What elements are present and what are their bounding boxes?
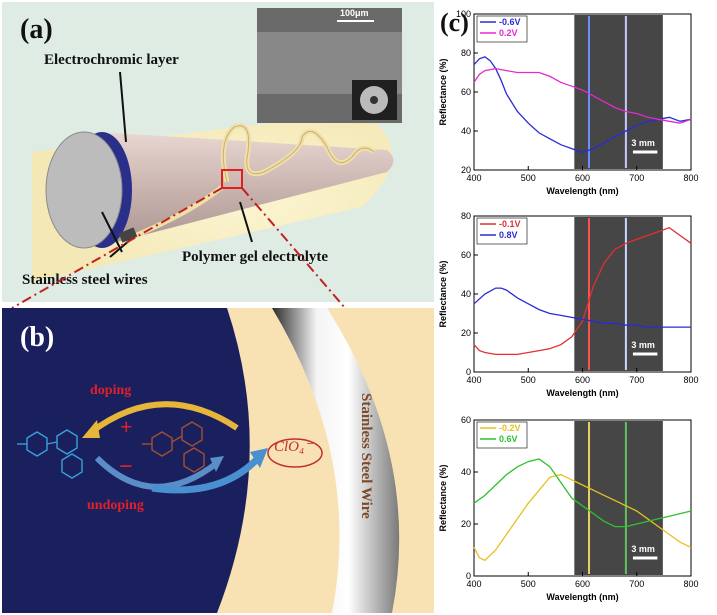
x-tick-label: 600 (575, 375, 590, 385)
zoom-connector-lines (11, 187, 346, 309)
steel-wire-label: Stainless Steel Wire (358, 393, 374, 519)
series-line (473, 458, 692, 528)
panel-a-label: (a) (20, 14, 53, 45)
legend-box (476, 15, 528, 43)
doping-label: doping (90, 383, 132, 398)
x-axis-label: Wavelength (nm) (546, 388, 618, 398)
x-tick-label: 500 (521, 173, 536, 183)
polymer-molecule-right (142, 421, 205, 473)
y-tick-label: 20 (461, 519, 471, 529)
x-tick-label: 800 (683, 579, 698, 589)
ion-label: ClO₄⁻ (274, 439, 313, 455)
legend-label: 0.2V (499, 28, 518, 38)
x-axis-label: Wavelength (nm) (546, 592, 618, 602)
undoping-label: undoping (87, 498, 144, 513)
series-line (473, 473, 692, 562)
wire-tip (118, 227, 138, 243)
y-tick-label: 80 (461, 48, 471, 58)
series-line (473, 56, 692, 154)
x-tick-label: 500 (521, 375, 536, 385)
y-tick-label: 60 (461, 87, 471, 97)
zoom-box (221, 169, 243, 189)
sem-scale-label: 100μm (340, 8, 369, 18)
panel-b: (b) doping undoping + − ClO₄⁻ Stainless … (2, 308, 434, 613)
y-tick-label: 60 (461, 415, 471, 425)
plus-sign: + (120, 414, 133, 439)
y-axis-label: Reflectance (%) (438, 58, 448, 125)
x-axis-label: Wavelength (nm) (546, 186, 618, 196)
legend-label: -0.1V (499, 219, 521, 229)
y-tick-label: 0 (466, 367, 471, 377)
panel-b-label: (b) (20, 322, 55, 353)
polymer-molecule-left (17, 429, 83, 479)
steel-wire-arc (272, 308, 400, 613)
doping-mechanism-illustration (2, 308, 400, 613)
y-tick-label: 20 (461, 165, 471, 175)
legend-label: 0.8V (499, 230, 518, 240)
x-tick-label: 800 (683, 173, 698, 183)
y-tick-label: 40 (461, 467, 471, 477)
y-axis-label: Reflectance (%) (438, 464, 448, 531)
fiber-end-cap (45, 131, 123, 249)
x-tick-label: 400 (466, 375, 481, 385)
doping-arrow (88, 401, 239, 436)
legend-label: 0.6V (499, 434, 518, 444)
y-tick-label: 20 (461, 328, 471, 338)
electrochromic-region (2, 308, 250, 613)
legend-box (476, 217, 528, 245)
panel-c-label: (c) (440, 8, 469, 37)
y-tick-label: 100 (456, 9, 471, 19)
y-axis-label: Reflectance (%) (438, 260, 448, 327)
legend-box (476, 421, 528, 449)
y-tick-label: 40 (461, 126, 471, 136)
electrolyte-label: Polymer gel electrolyte (182, 249, 329, 265)
y-tick-label: 0 (466, 571, 471, 581)
inset-scale-label: 3 mm (631, 340, 655, 350)
x-tick-label: 500 (521, 579, 536, 589)
x-tick-label: 700 (629, 579, 644, 589)
ion-ellipse (267, 438, 323, 468)
x-tick-label: 800 (683, 375, 698, 385)
series-line (473, 226, 692, 356)
series-line (473, 67, 692, 124)
ion-arrow (151, 453, 263, 494)
legend-label: -0.2V (499, 423, 521, 433)
x-tick-label: 600 (575, 173, 590, 183)
electrochromic-layer-label: Electrochromic layer (44, 52, 179, 68)
x-tick-label: 400 (466, 579, 481, 589)
inset-scale-label: 3 mm (631, 138, 655, 148)
y-tick-label: 60 (461, 250, 471, 260)
x-tick-label: 700 (629, 173, 644, 183)
x-tick-label: 400 (466, 173, 481, 183)
series-line (473, 287, 691, 328)
legend-label: -0.6V (499, 17, 521, 27)
minus-sign: − (119, 454, 133, 480)
x-tick-label: 700 (629, 375, 644, 385)
y-tick-label: 40 (461, 289, 471, 299)
inset-scale-label: 3 mm (631, 544, 655, 554)
x-tick-label: 600 (575, 579, 590, 589)
y-tick-label: 80 (461, 211, 471, 221)
